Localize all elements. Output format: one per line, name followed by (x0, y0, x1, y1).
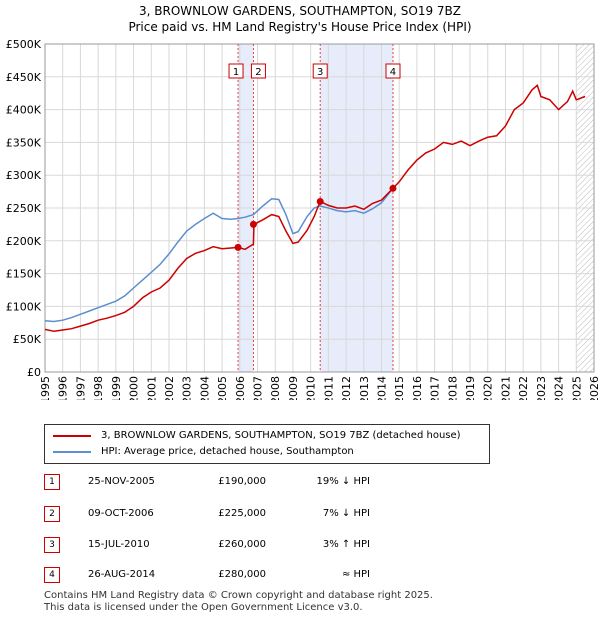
x-tick-label: 2026 (588, 376, 600, 400)
sale-number-badge: 2 (44, 506, 60, 522)
sale-label-box (312, 63, 328, 79)
sales-row: 2 09-OCT-2006 £225,000 7% ↓ HPI (44, 506, 584, 522)
y-tick-label: £200K (6, 235, 42, 248)
chart-title: 3, BROWNLOW GARDENS, SOUTHAMPTON, SO19 7… (138, 4, 461, 18)
sale-label-box (228, 63, 244, 79)
x-tick-label: 2021 (499, 376, 512, 400)
footer-licence: This data is licensed under the Open Gov… (44, 602, 363, 613)
y-tick-label: £400K (6, 104, 42, 117)
y-tick-label: £300K (6, 169, 42, 182)
y-tick-label: £50K (13, 333, 42, 346)
x-tick-label: 2002 (163, 376, 176, 400)
x-tick-label: 2014 (375, 376, 388, 400)
sale-number-badge: 4 (44, 567, 60, 583)
footer-copyright: Contains HM Land Registry data © Crown c… (44, 590, 433, 601)
y-tick-label: £250K (6, 202, 42, 215)
sale-date: 26-AUG-2014 (88, 569, 156, 580)
x-tick-label: 2007 (252, 376, 265, 400)
sale-label-number: 4 (390, 67, 396, 78)
x-tick-label: 2008 (269, 376, 282, 400)
y-tick-label: £350K (6, 136, 42, 149)
x-tick-label: 1995 (39, 376, 52, 400)
x-tick-label: 2019 (464, 376, 477, 400)
chart-subtitle: Price paid vs. HM Land Registry's House … (128, 20, 472, 34)
sale-point (249, 220, 257, 228)
sales-row: 3 15-JUL-2010 £260,000 3% ↑ HPI (44, 537, 584, 553)
sale-point (316, 197, 324, 205)
sale-date: 09-OCT-2006 (88, 508, 154, 519)
y-tick-label: £0 (27, 366, 41, 379)
x-tick-label: 2011 (322, 376, 335, 400)
x-tick-label: 2024 (553, 376, 566, 400)
sale-date: 15-JUL-2010 (88, 539, 150, 550)
x-tick-label: 1999 (110, 376, 123, 400)
x-tick-label: 2020 (482, 376, 495, 400)
x-tick-label: 2016 (411, 376, 424, 400)
sale-point (234, 243, 242, 251)
x-tick-label: 1996 (57, 376, 70, 400)
x-tick-label: 2010 (305, 376, 318, 400)
x-tick-label: 2009 (287, 376, 300, 400)
sale-hpi-diff: 3% ↑ HPI (322, 539, 370, 550)
sale-number-badge: 1 (44, 474, 60, 490)
x-tick-label: 2004 (198, 376, 211, 400)
x-tick-label: 1998 (92, 376, 105, 400)
sale-date: 25-NOV-2005 (88, 476, 155, 487)
x-tick-label: 2015 (393, 376, 406, 400)
x-tick-label: 2022 (517, 376, 530, 400)
x-tick-label: 2025 (570, 376, 583, 400)
plot-area (44, 43, 595, 373)
sale-hpi-diff: 7% ↓ HPI (322, 508, 370, 519)
sale-hpi-diff: 19% ↓ HPI (316, 476, 370, 487)
price-chart: £0 £50K £100K £150K £200K £250K £300K £350K £400… (6, 38, 600, 400)
y-tick-label: £500K (6, 38, 42, 51)
legend-swatch-property (53, 435, 91, 437)
sale-label-number: 1 (233, 67, 239, 78)
x-tick-label: 2023 (535, 376, 548, 400)
x-tick-label: 2005 (216, 376, 229, 400)
sale-label-box (385, 63, 401, 79)
sale-point (389, 184, 397, 192)
sales-row: 1 25-NOV-2005 £190,000 19% ↓ HPI (44, 474, 584, 490)
x-tick-label: 2017 (429, 376, 442, 400)
x-tick-label: 2003 (181, 376, 194, 400)
legend-label-hpi: HPI: Average price, detached house, Sout… (101, 446, 354, 457)
sale-label-number: 3 (317, 67, 323, 78)
sale-label-box (250, 63, 266, 79)
hpi-line (44, 187, 394, 323)
y-tick-label: £150K (6, 268, 42, 281)
legend: 3, BROWNLOW GARDENS, SOUTHAMPTON, SO19 7… (44, 424, 490, 464)
sale-price: £190,000 (218, 476, 266, 487)
x-tick-label: 2018 (446, 376, 459, 400)
x-tick-label: 1997 (74, 376, 87, 400)
x-tick-label: 2000 (128, 376, 141, 400)
sale-hpi-diff: ≈ HPI (341, 569, 370, 580)
legend-label-property: 3, BROWNLOW GARDENS, SOUTHAMPTON, SO19 7… (101, 430, 461, 441)
sale-price: £225,000 (218, 508, 266, 519)
x-tick-label: 2013 (358, 376, 371, 400)
sales-row: 4 26-AUG-2014 £280,000 ≈ HPI (44, 567, 584, 583)
y-tick-label: £100K (6, 300, 42, 313)
sale-number-badge: 3 (44, 537, 60, 553)
sale-price: £280,000 (218, 569, 266, 580)
x-tick-label: 2001 (145, 376, 158, 400)
x-tick-label: 2006 (234, 376, 247, 400)
property-price-line (44, 83, 586, 333)
legend-swatch-hpi (53, 451, 91, 453)
sale-label-number: 2 (255, 67, 261, 78)
y-tick-label: £450K (6, 71, 42, 84)
x-tick-label: 2012 (340, 376, 353, 400)
sale-price: £260,000 (218, 539, 266, 550)
